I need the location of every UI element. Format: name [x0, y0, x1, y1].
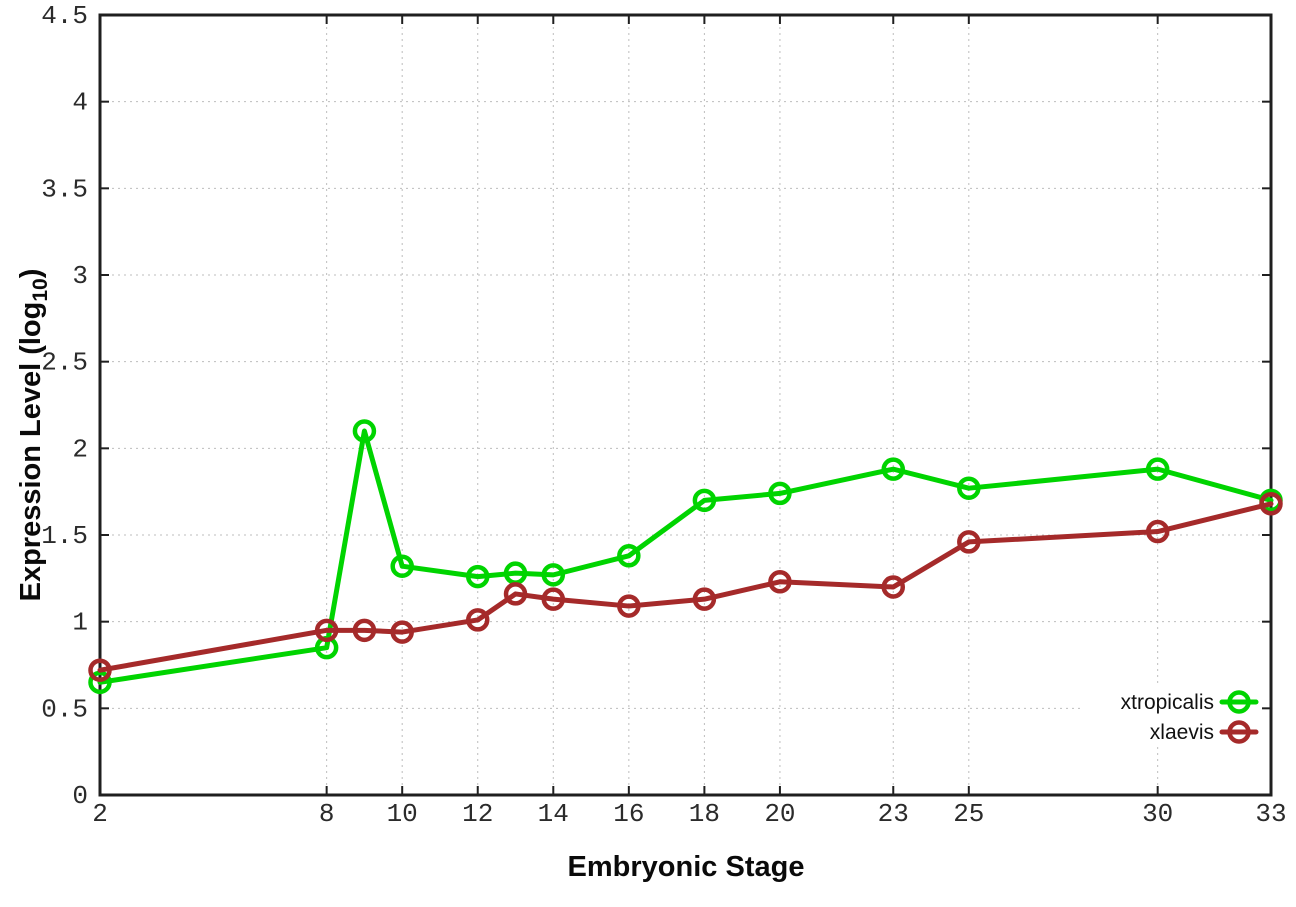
data-point-xlaevis [1145, 519, 1170, 544]
x-tick-label: 10 [387, 799, 418, 829]
data-point-xtropicalis [541, 563, 566, 587]
y-axis-title: Expression Level (log10) [15, 269, 52, 602]
x-tick-label: 8 [319, 799, 335, 829]
legend-label: xlaevis [1150, 721, 1214, 744]
x-tick-label: 30 [1142, 799, 1173, 829]
legend-entry-xtropicalis: xtropicalis [1121, 690, 1259, 714]
x-tick-label: 12 [462, 799, 493, 829]
tick-labels: 2 8 10 12 14 16 18 20 23 25 30 33 0 0.5 1 1.5 2 2.5 3 3.5 4 4… [41, 1, 1286, 829]
y-axis-title-main: Expression Level (log [15, 302, 47, 602]
x-tick-label: 20 [764, 799, 795, 829]
y-tick-label: 3 [72, 261, 88, 291]
y-tick-label: 3.5 [41, 174, 88, 204]
data-point-xlaevis [352, 618, 377, 643]
data-point-xlaevis [768, 570, 792, 594]
y-tick-label: 4 [72, 88, 88, 118]
data-point-xtropicalis [692, 488, 717, 513]
legend-label: xtropicalis [1121, 691, 1214, 714]
data-point-xlaevis [390, 620, 414, 644]
data-point-xtropicalis [617, 544, 641, 568]
x-tick-label: 16 [613, 799, 644, 829]
x-tick-label: 25 [953, 799, 984, 829]
legend: xtropicalis xlaevis [1121, 690, 1259, 744]
data-point-xtropicalis [881, 457, 906, 481]
series-line-xlaevis [97, 501, 1274, 673]
y-axis-title-close: ) [15, 269, 47, 279]
x-tick-label: 23 [878, 799, 909, 829]
legend-marker-icon [1227, 690, 1251, 714]
data-point-xtropicalis [352, 419, 377, 443]
x-tick-label: 33 [1255, 799, 1286, 829]
series-line-xtropicalis [97, 428, 1274, 685]
x-axis-title: Embryonic Stage [568, 851, 805, 883]
data-point-xtropicalis [390, 554, 414, 578]
data-point-xtropicalis [88, 670, 112, 695]
y-tick-label: 1 [72, 608, 88, 638]
data-point-xtropicalis [1145, 457, 1170, 481]
y-tick-label: 1.5 [41, 521, 88, 551]
x-tick-label: 2 [92, 799, 108, 829]
data-point-xtropicalis [465, 564, 490, 589]
data-point-xlaevis [88, 658, 112, 682]
data-point-xlaevis [881, 575, 906, 599]
legend-entry-xlaevis: xlaevis [1150, 720, 1259, 744]
plot-border [98, 13, 1273, 797]
y-tick-label: 2 [72, 434, 88, 464]
x-tick-label: 18 [689, 799, 720, 829]
y-axis-title-subscript: 10 [29, 278, 52, 301]
legend-marker-icon [1227, 720, 1251, 744]
data-series [88, 419, 1283, 695]
data-point-xlaevis [957, 530, 981, 554]
y-tick-label: 0 [72, 781, 88, 811]
x-tick-label: 14 [538, 799, 569, 829]
y-tick-label: 4.5 [41, 1, 88, 31]
y-tick-label: 2.5 [41, 348, 88, 378]
data-point-xlaevis [541, 587, 566, 611]
data-point-xlaevis [503, 582, 528, 606]
data-point-xlaevis [1259, 492, 1283, 516]
data-point-xlaevis [465, 608, 490, 632]
data-point-xtropicalis [957, 476, 981, 500]
data-point-xlaevis [617, 594, 641, 618]
data-point-xtropicalis [768, 481, 792, 506]
gridlines [100, 15, 1271, 795]
y-tick-label: 0.5 [41, 694, 88, 724]
data-point-xlaevis [314, 618, 339, 643]
data-point-xlaevis [692, 587, 717, 611]
